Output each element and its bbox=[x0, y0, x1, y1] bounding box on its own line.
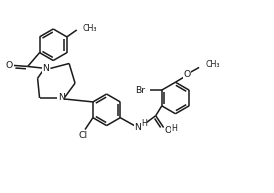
Text: CH₃: CH₃ bbox=[83, 24, 97, 32]
Text: N: N bbox=[135, 123, 141, 132]
Text: H: H bbox=[172, 124, 177, 133]
Text: H: H bbox=[141, 119, 147, 128]
Text: N: N bbox=[58, 93, 65, 102]
Text: N: N bbox=[42, 64, 49, 73]
Text: CH₃: CH₃ bbox=[205, 60, 219, 69]
Text: Br: Br bbox=[135, 85, 145, 95]
Text: O: O bbox=[5, 61, 13, 70]
Text: Cl: Cl bbox=[79, 131, 88, 140]
Text: O: O bbox=[184, 70, 191, 79]
Text: O: O bbox=[165, 126, 172, 135]
